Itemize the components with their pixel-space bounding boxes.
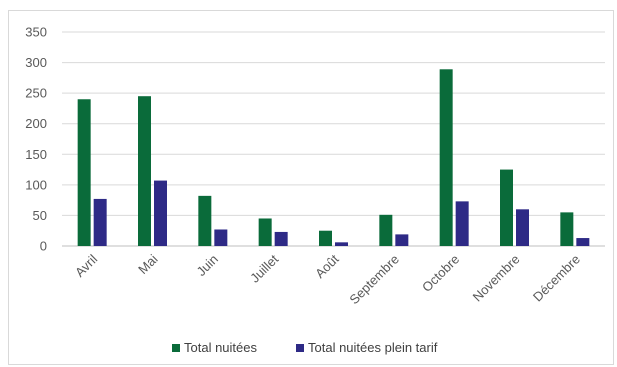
bar-total-3	[258, 218, 272, 246]
y-tick-label: 150	[25, 147, 47, 162]
y-tick-label: 50	[33, 208, 47, 223]
bar-plein-tarif-5	[395, 234, 409, 246]
bar-plein-tarif-1	[154, 180, 167, 246]
bar-plein-tarif-6	[455, 201, 469, 246]
bar-plein-tarif-8	[576, 238, 590, 246]
bar-plein-tarif-7	[516, 209, 529, 246]
legend-label-0: Total nuitées	[184, 340, 257, 355]
x-tick-label: Novembre	[470, 252, 523, 305]
y-tick-label: 0	[40, 239, 47, 254]
bar-total-2	[198, 195, 212, 246]
y-tick-label: 200	[25, 116, 47, 131]
y-tick-label: 300	[25, 55, 47, 70]
x-tick-label: Octobre	[419, 252, 462, 295]
bar-total-1	[138, 96, 151, 246]
legend-swatch-0	[172, 344, 180, 352]
bar-total-5	[379, 214, 393, 246]
bar-total-4	[319, 230, 332, 246]
x-tick-label: Décembre	[530, 252, 583, 305]
y-tick-label: 350	[25, 25, 47, 40]
x-tick-label: Septembre	[346, 252, 402, 308]
bar-plein-tarif-2	[214, 229, 228, 246]
bar-plein-tarif-4	[335, 242, 348, 246]
bar-total-6	[439, 69, 453, 246]
bar-total-0	[77, 99, 91, 246]
y-tick-label: 250	[25, 86, 47, 101]
bar-plein-tarif-3	[274, 231, 288, 246]
bar-plein-tarif-0	[93, 198, 107, 246]
x-tick-label: Juillet	[247, 251, 281, 285]
x-tick-label: Mai	[135, 251, 160, 276]
bar-total-7	[500, 169, 513, 246]
bar-total-8	[560, 212, 574, 246]
legend-swatch-1	[296, 344, 304, 352]
y-tick-label: 100	[25, 177, 47, 192]
x-tick-label: Juin	[193, 252, 220, 279]
x-tick-label: Avril	[72, 251, 100, 279]
x-tick-label: Août	[312, 251, 342, 281]
chart-frame	[8, 10, 614, 365]
legend-label-1: Total nuitées plein tarif	[308, 340, 438, 355]
